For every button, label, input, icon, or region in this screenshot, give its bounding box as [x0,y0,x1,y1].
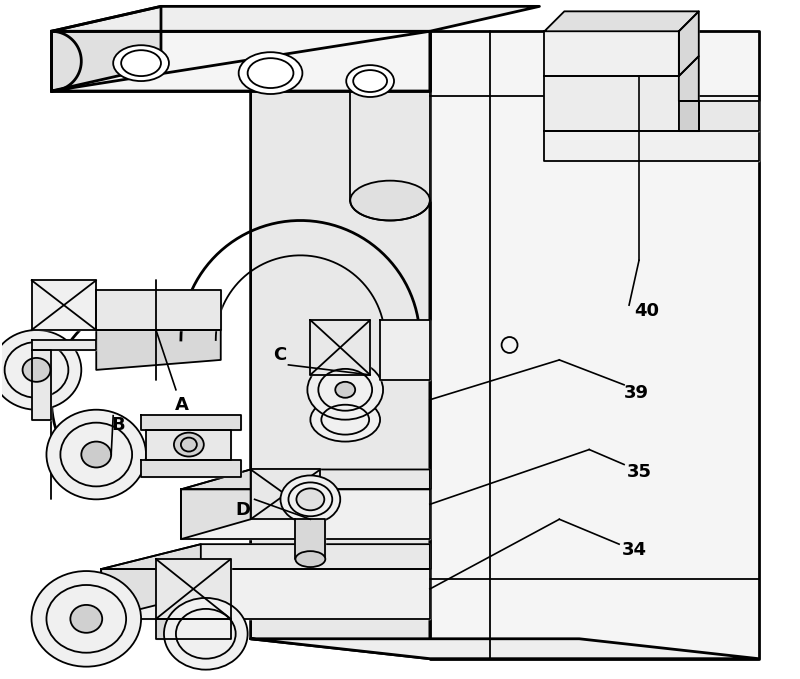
Polygon shape [146,430,230,460]
Polygon shape [679,101,698,131]
Polygon shape [141,460,241,477]
Polygon shape [96,330,221,370]
Polygon shape [96,290,221,330]
Polygon shape [102,544,430,569]
Ellipse shape [307,360,383,420]
Polygon shape [31,340,96,350]
Text: C: C [274,346,286,364]
Polygon shape [102,569,430,619]
Ellipse shape [295,551,326,567]
Polygon shape [350,91,430,200]
Ellipse shape [0,330,82,409]
Text: B: B [111,416,125,434]
Polygon shape [51,31,430,91]
Polygon shape [31,280,96,330]
Polygon shape [181,469,430,490]
Polygon shape [380,320,430,380]
Polygon shape [545,12,698,31]
Polygon shape [250,6,430,31]
Polygon shape [181,469,250,539]
Ellipse shape [310,398,380,441]
Polygon shape [545,31,679,76]
Ellipse shape [335,382,355,398]
Polygon shape [156,619,230,639]
Ellipse shape [346,65,394,97]
Polygon shape [310,320,370,375]
Polygon shape [141,415,241,430]
Polygon shape [430,31,758,659]
Polygon shape [698,101,758,131]
Ellipse shape [174,433,204,456]
Polygon shape [545,131,758,161]
Text: A: A [175,396,189,414]
Text: 34: 34 [622,541,647,559]
Polygon shape [51,6,161,91]
Polygon shape [51,6,539,31]
Text: 40: 40 [634,302,659,320]
Ellipse shape [46,409,146,499]
Ellipse shape [350,181,430,221]
Ellipse shape [238,52,302,94]
Polygon shape [156,559,230,619]
Ellipse shape [113,45,169,81]
Polygon shape [679,56,698,101]
Polygon shape [31,350,51,420]
Polygon shape [679,12,698,76]
Ellipse shape [70,605,102,633]
Polygon shape [102,544,201,619]
Ellipse shape [22,358,50,382]
Polygon shape [181,490,430,539]
Polygon shape [295,519,326,559]
Polygon shape [250,639,758,659]
Ellipse shape [281,475,340,524]
Ellipse shape [82,441,111,467]
Text: 35: 35 [627,464,652,481]
Ellipse shape [164,598,248,669]
Polygon shape [250,6,430,659]
Polygon shape [545,76,679,131]
Ellipse shape [31,571,141,667]
Polygon shape [250,469,320,519]
Text: D: D [236,501,250,519]
Ellipse shape [297,488,324,511]
Text: 39: 39 [624,384,649,402]
